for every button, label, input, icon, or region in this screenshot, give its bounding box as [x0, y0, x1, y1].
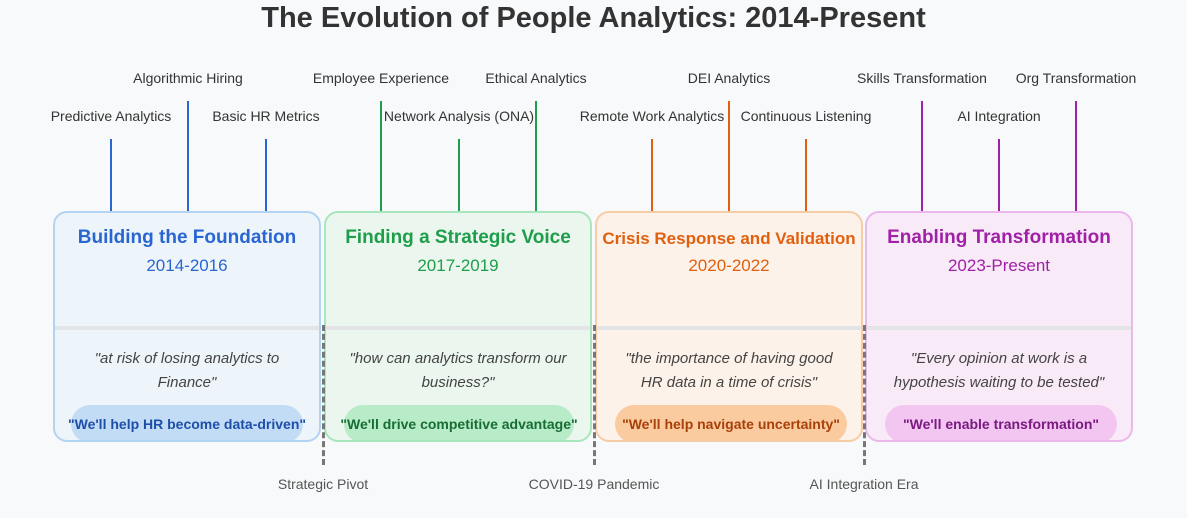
milestone-label: Network Analysis (ONA)	[383, 108, 535, 124]
phase-dates: 2017-2019	[417, 256, 499, 275]
divider	[597, 326, 861, 330]
milestone-label: Ethical Analytics	[485, 70, 587, 86]
milestone-line	[805, 139, 807, 211]
divider	[326, 326, 590, 330]
phase-heading: Finding a Strategic Voice	[345, 227, 571, 248]
milestone-label: Basic HR Metrics	[212, 108, 320, 124]
pivot-label: COVID-19 Pandemic	[528, 476, 660, 492]
divider	[55, 326, 319, 330]
milestone-line	[458, 139, 460, 211]
divider	[867, 326, 1131, 330]
milestone-line	[651, 139, 653, 211]
milestone-line	[187, 101, 189, 211]
page-title: The Evolution of People Analytics: 2014-…	[261, 2, 926, 34]
milestone-label: Org Transformation	[1015, 70, 1137, 86]
milestone-line	[380, 101, 382, 211]
phase-heading: Building the Foundation	[77, 227, 297, 248]
milestone-label: AI Integration	[957, 108, 1041, 124]
phase-dates: 2014-2016	[146, 256, 228, 275]
milestone-label: Employee Experience	[312, 70, 450, 86]
pivot-label: AI Integration Era	[809, 476, 919, 492]
milestone-label: Continuous Listening	[740, 108, 872, 124]
milestone-label: Remote Work Analytics	[579, 108, 725, 124]
milestone-line	[1075, 101, 1077, 211]
milestone-line	[921, 101, 923, 211]
milestone-label: Skills Transformation	[857, 70, 987, 86]
phase-slogan-pill: "We'll help HR become data-driven"	[68, 405, 306, 440]
pivot-line	[593, 325, 596, 465]
milestone-line	[265, 139, 267, 211]
phase-panel-strategic-voice: Finding a Strategic Voice 2017-2019 "how…	[324, 211, 592, 442]
milestone-label: Algorithmic Hiring	[133, 70, 243, 86]
phase-quote: "at risk of losing analytics to Finance"	[94, 350, 280, 391]
phase-heading: Enabling Transformation	[887, 227, 1111, 248]
milestone-label: Predictive Analytics	[50, 108, 172, 124]
phase-slogan-pill: "We'll drive competitive advantage"	[340, 405, 578, 440]
milestone-label: DEI Analytics	[687, 70, 771, 86]
milestone-line	[998, 139, 1000, 211]
phase-panel-crisis-response: Crisis Response and Validation 2020-2022…	[595, 211, 863, 442]
phase-panel-foundation: Building the Foundation 2014-2016 "at ri…	[53, 211, 321, 442]
milestone-line	[728, 101, 730, 211]
pivot-label: Strategic Pivot	[277, 476, 369, 492]
phase-dates: 2023-Present	[947, 256, 1051, 275]
phase-dates: 2020-2022	[688, 256, 770, 275]
phase-quote: "how can analytics transform our busines…	[349, 350, 567, 391]
phase-quote: "the importance of having good HR data i…	[625, 350, 833, 391]
phase-slogan-pill: "We'll help navigate uncertainty"	[615, 405, 847, 440]
phase-heading: Crisis Response and Validation	[602, 229, 856, 248]
milestone-line	[110, 139, 112, 211]
pivot-line	[863, 325, 866, 465]
phase-quote: "Every opinion at work is a hypothesis w…	[893, 350, 1105, 391]
pivot-line	[322, 325, 325, 465]
milestone-line	[535, 101, 537, 211]
phase-slogan-pill: "We'll enable transformation"	[885, 405, 1117, 440]
phase-panel-transformation: Enabling Transformation 2023-Present "Ev…	[865, 211, 1133, 442]
